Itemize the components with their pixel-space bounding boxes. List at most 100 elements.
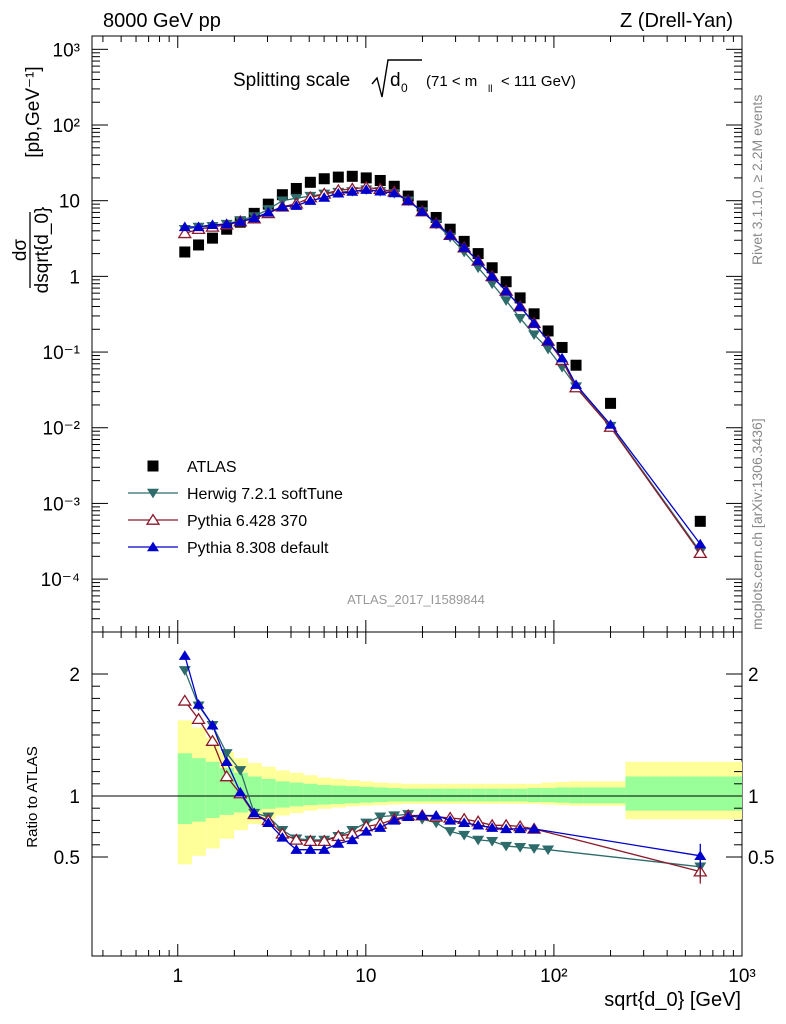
ratio-herwig-7-2-1-softtune-point [486,836,499,847]
pythia-8-308-default-point [220,218,233,229]
ratio-herwig-7-2-1-softtune-point [444,827,457,837]
ratio-pythia-8-308-default-point [514,823,527,834]
ratio-pythia-8-308-default-point [234,786,247,797]
ratio-herwig-7-2-1-softtune-point [514,843,527,853]
main-y-tick-label: 10⁻³ [43,494,81,515]
ratio-pythia-8-308-default-point [276,832,289,842]
ratio-pythia-8-308-default-point [332,838,345,848]
plot-title-d: d [390,70,401,91]
legend-marker [147,488,159,499]
main-ylabel-denominator: dsqrt{d_0} [32,207,53,294]
ratio-y-tick-label-right: 0.5 [748,848,774,869]
ratio-y-tick-label: 2 [69,665,80,686]
main-y-tick-label: 10⁻¹ [43,343,81,364]
pythia-8-308-default-point [694,538,707,549]
inner-uncertainty-band [485,788,500,802]
pythia-8-308-default-point [430,218,443,228]
pythia-8-308-default-point [262,207,275,217]
x-tick-label: 10 [355,966,376,987]
pythia-8-308-default-point [346,186,359,196]
main-y-tick-label: 10⁻⁴ [41,570,80,591]
ratio-pythia-8-308-default-point [346,834,359,845]
inner-uncertainty-band [415,788,430,802]
ratio-pythia-8-308-default-point [206,719,219,730]
ratio-pythia-8-308-default-point [416,810,429,820]
ratio-pythia-8-308-default-point [304,844,317,854]
pythia-8-308-default-point [388,187,401,198]
inner-uncertainty-band [247,776,262,811]
atlas-point [193,239,205,251]
main-y-tick-label: 10 [59,192,80,213]
atlas-point [694,515,706,527]
atlas-point [360,172,372,184]
inner-uncertainty-band [317,785,332,805]
inner-uncertainty-band [541,788,556,803]
pythia-8-308-default-point [248,212,261,223]
inner-uncertainty-band [527,788,542,803]
energy-label: 8000 GeV pp [103,10,221,32]
main-y-tick-label: 10³ [53,40,80,61]
ratio-herwig-7-2-1-softtune-point [458,830,471,841]
pythia-8-308-default-point [234,216,247,226]
atlas-point [374,174,386,186]
ratio-pythia-8-308-default-point [318,844,331,854]
sqrt-symbol [371,59,422,98]
ratio-pythia-8-308-default-point [192,699,205,709]
main-y-tick-label: 10⁻² [43,419,81,440]
main-ylabel: dσ dsqrt{d_0} [pb,GeV⁻¹] [10,66,53,293]
herwig-7-2-1-softtune-point [542,344,555,355]
atlas-point [304,176,316,188]
inner-uncertainty-band [191,758,206,822]
pythia-8-308-default-point [318,192,331,202]
inner-uncertainty-band [513,788,528,802]
ratio-herwig-7-2-1-softtune-point [374,812,387,823]
main-ylabel-numerator: dσ [10,239,31,262]
legend-marker [147,460,159,472]
atlas-point [500,276,512,288]
x-tick-label: 1 [172,966,183,987]
x-tick-label: 10³ [728,966,755,987]
inner-uncertainty-band [275,781,290,808]
pythia-8-308-default-point [332,187,345,198]
ratio-pythia-8-308-default-point [458,817,471,828]
pythia-6-428-370-point [177,226,192,239]
uncertainty-bands [177,720,742,865]
pythia-8-308-default-point [304,195,317,205]
xlabel: sqrt{d_0} [GeV] [604,989,741,1011]
plot-title-subscript: 0 [401,81,408,95]
pythia-8-308-default-point [290,200,303,210]
ratio-pythia-8-308-default-point [444,815,457,825]
pythia-8-308-default-point [486,270,499,281]
atlas-point [486,262,498,274]
atlas-point [542,325,554,337]
atlas-point [346,170,358,182]
inner-uncertainty-band [457,788,472,802]
ratio-pythia-8-308-default-point [402,811,415,821]
ratio-pythia-8-308-default-point [262,817,275,828]
herwig-7-2-1-softtune-point [528,330,541,341]
plot-title-range-end: < 111 GeV) [501,73,576,90]
ratio-pythia-8-308-default-point [360,825,373,836]
legend-label-atlas: ATLAS [187,459,237,476]
pythia-8-308-default-point [570,379,583,389]
pythia-8-308-default-point [192,221,205,232]
ratio-pythia-6-428-370-point [289,833,304,845]
main-y-tick-label: 10² [53,116,80,137]
inner-uncertainty-band [625,776,742,811]
ratio-y-tick-label-right: 2 [748,665,759,686]
atlas-point [318,173,330,185]
analysis-id: ATLAS_2017_I1589844 [347,592,485,607]
ratio-herwig-7-2-1-softtune-point [542,845,555,856]
ratio-pythia-8-308-default-point [388,815,401,825]
legend-label-herwig-7-2-1-softtune: Herwig 7.2.1 softTune [187,486,343,503]
mcplots-label: mcplots.cern.ch [arXiv:1306.3436] [749,418,765,630]
inner-uncertainty-band [471,788,486,802]
pythia-8-308-default-point [416,206,429,216]
ratio-pythia-8-308-default-point [178,650,191,660]
ratio-y-tick-label-right: 1 [748,787,759,808]
pythia-8-308-default-point [276,201,289,212]
ratio-pythia-8-308-default-point [430,810,443,820]
inner-uncertainty-band [569,787,584,804]
ratio-pythia-6-428-370-point [219,769,234,782]
